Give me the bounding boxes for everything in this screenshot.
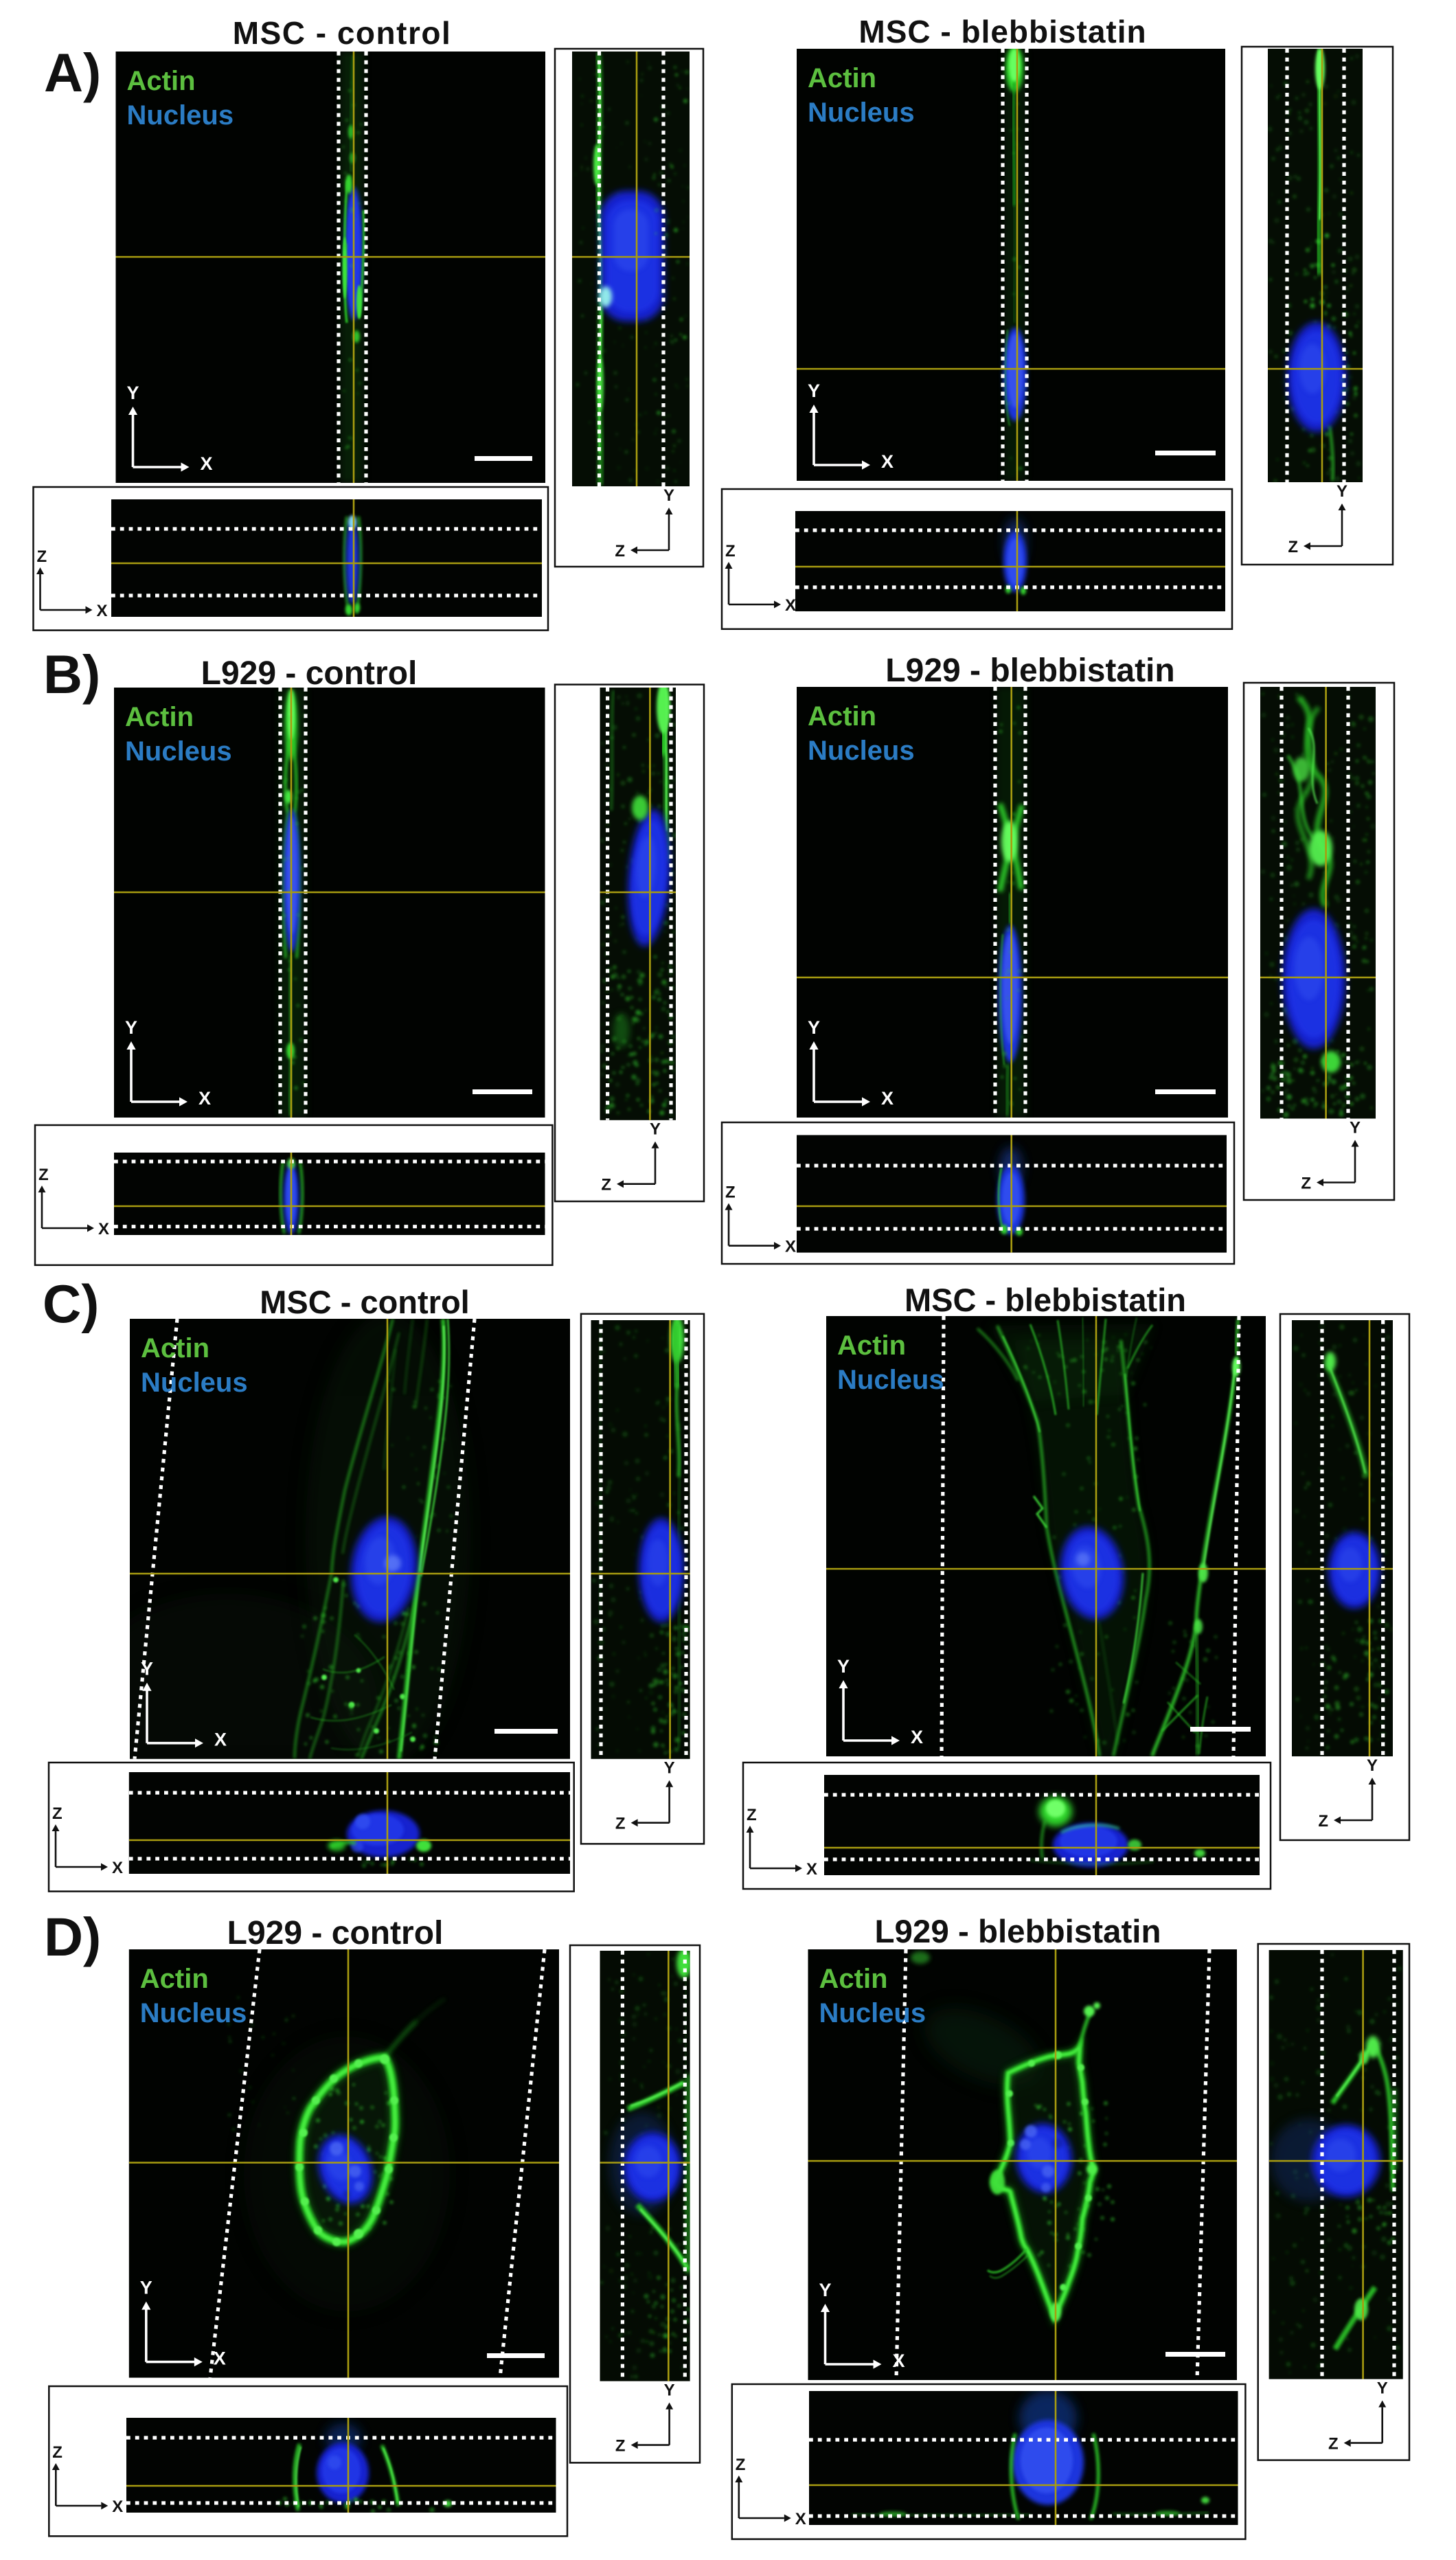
svg-text:X: X	[214, 2348, 226, 2369]
svg-text:Y: Y	[664, 2381, 675, 2400]
svg-text:Z: Z	[1288, 538, 1298, 556]
svg-text:MSC - control: MSC - control	[260, 1284, 469, 1320]
svg-text:X: X	[112, 1859, 123, 1877]
svg-text:Actin: Actin	[808, 63, 876, 93]
svg-text:X: X	[893, 2351, 905, 2371]
svg-text:Y: Y	[808, 381, 820, 401]
svg-text:X: X	[785, 1238, 796, 1256]
svg-text:Z: Z	[725, 542, 736, 560]
svg-text:Y: Y	[837, 1656, 850, 1677]
svg-text:Y: Y	[125, 1017, 137, 1038]
svg-text:Nucleus: Nucleus	[125, 736, 232, 767]
svg-text:X: X	[795, 2510, 806, 2528]
svg-text:X: X	[112, 2497, 123, 2516]
svg-text:L929 - control: L929 - control	[201, 655, 418, 692]
svg-text:Y: Y	[1377, 2379, 1388, 2398]
svg-text:Nucleus: Nucleus	[808, 736, 915, 766]
svg-text:X: X	[214, 1730, 227, 1750]
svg-text:Actin: Actin	[808, 701, 876, 732]
svg-text:X: X	[97, 602, 108, 620]
svg-text:Actin: Actin	[140, 1964, 209, 1994]
svg-text:Z: Z	[38, 1166, 49, 1184]
svg-text:Actin: Actin	[819, 1964, 888, 1994]
svg-text:Y: Y	[1336, 482, 1347, 501]
svg-text:Actin: Actin	[125, 702, 194, 732]
svg-text:L929 - blebbistatin: L929 - blebbistatin	[874, 1914, 1161, 1950]
svg-text:Z: Z	[601, 1176, 611, 1194]
svg-text:Y: Y	[141, 1659, 153, 1679]
svg-text:Nucleus: Nucleus	[140, 1998, 247, 2028]
svg-text:Z: Z	[1318, 1812, 1328, 1831]
svg-text:X: X	[201, 453, 213, 474]
svg-text:X: X	[881, 1088, 894, 1109]
svg-text:Actin: Actin	[837, 1330, 906, 1361]
svg-text:A): A)	[44, 42, 101, 103]
svg-text:B): B)	[43, 644, 100, 705]
svg-text:Z: Z	[725, 1183, 736, 1202]
svg-text:Z: Z	[37, 547, 47, 566]
svg-text:Y: Y	[140, 2278, 152, 2298]
svg-text:Z: Z	[615, 542, 625, 560]
svg-text:MSC - control: MSC - control	[233, 15, 451, 51]
svg-text:Z: Z	[1328, 2435, 1339, 2454]
svg-text:Z: Z	[615, 2437, 626, 2456]
svg-text:X: X	[198, 1088, 211, 1109]
svg-text:X: X	[785, 596, 796, 615]
svg-text:Nucleus: Nucleus	[819, 1998, 926, 2028]
svg-text:L929 - control: L929 - control	[227, 1915, 444, 1951]
svg-text:D): D)	[44, 1906, 101, 1967]
svg-text:Z: Z	[736, 2456, 746, 2474]
svg-text:Z: Z	[52, 2443, 62, 2462]
svg-text:Y: Y	[663, 486, 674, 505]
svg-text:Nucleus: Nucleus	[127, 100, 234, 131]
svg-text:Z: Z	[615, 1815, 626, 1833]
svg-text:X: X	[911, 1727, 923, 1747]
svg-text:Actin: Actin	[141, 1333, 209, 1363]
svg-text:Y: Y	[1350, 1119, 1361, 1137]
svg-text:X: X	[881, 451, 894, 472]
svg-text:Z: Z	[747, 1806, 757, 1824]
svg-text:Nucleus: Nucleus	[837, 1365, 944, 1395]
svg-text:L929 - blebbistatin: L929 - blebbistatin	[885, 653, 1174, 689]
svg-text:Actin: Actin	[127, 66, 196, 96]
svg-text:Nucleus: Nucleus	[141, 1368, 248, 1398]
svg-text:Nucleus: Nucleus	[808, 98, 915, 128]
svg-text:Y: Y	[1367, 1756, 1378, 1775]
svg-text:Y: Y	[819, 2280, 831, 2300]
svg-text:MSC - blebbistatin: MSC - blebbistatin	[905, 1282, 1186, 1318]
svg-text:Z: Z	[52, 1804, 62, 1823]
svg-text:C): C)	[43, 1273, 99, 1334]
svg-text:Y: Y	[664, 1759, 675, 1778]
svg-text:Y: Y	[126, 383, 139, 403]
svg-text:X: X	[806, 1860, 817, 1879]
svg-text:Y: Y	[650, 1120, 661, 1139]
svg-text:Y: Y	[808, 1017, 820, 1038]
svg-text:X: X	[98, 1220, 109, 1238]
svg-text:Z: Z	[1301, 1175, 1311, 1193]
svg-text:MSC - blebbistatin: MSC - blebbistatin	[858, 14, 1146, 49]
